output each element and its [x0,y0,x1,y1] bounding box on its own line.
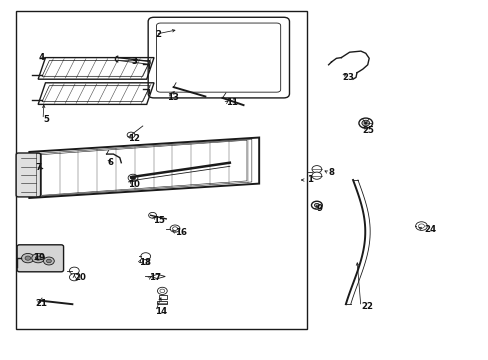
Circle shape [35,256,41,260]
Ellipse shape [311,201,322,209]
Ellipse shape [361,120,369,126]
Text: 17: 17 [149,274,161,282]
Bar [16,11,306,329]
Circle shape [43,257,54,265]
Circle shape [141,253,150,260]
FancyBboxPatch shape [16,153,41,197]
Circle shape [142,260,149,265]
Circle shape [69,267,79,274]
Circle shape [128,174,138,181]
Text: 24: 24 [424,225,436,234]
Text: 2: 2 [155,30,161,39]
Circle shape [170,225,180,232]
Ellipse shape [314,203,319,207]
Circle shape [311,172,321,179]
Text: 16: 16 [175,228,187,237]
Text: 8: 8 [328,168,334,177]
Text: 14: 14 [155,307,167,316]
Text: 15: 15 [152,216,164,225]
Text: 9: 9 [316,204,322,213]
Ellipse shape [364,122,366,124]
Circle shape [46,259,51,263]
Text: 20: 20 [74,273,86,282]
Text: 12: 12 [128,134,140,143]
Text: 21: 21 [35,299,47,307]
Text: 22: 22 [360,302,372,311]
Text: 7: 7 [35,163,41,172]
Text: 25: 25 [362,126,374,135]
Bar [159,295,166,299]
FancyBboxPatch shape [17,245,63,272]
Circle shape [69,274,79,281]
Text: 5: 5 [43,115,49,124]
FancyBboxPatch shape [148,17,289,98]
Circle shape [415,222,427,230]
Text: 4: 4 [38,53,44,62]
Circle shape [21,253,34,263]
Bar [157,301,167,304]
Text: 23: 23 [342,73,354,82]
Circle shape [148,212,156,218]
Text: 11: 11 [225,98,238,107]
Circle shape [32,253,44,263]
Circle shape [25,256,31,260]
Circle shape [311,166,321,173]
Text: 18: 18 [139,258,151,267]
Circle shape [127,132,135,138]
Text: 1: 1 [306,175,312,184]
Text: 3: 3 [131,57,137,66]
Text: 19: 19 [33,253,45,262]
Text: 13: 13 [167,94,179,102]
Circle shape [130,176,135,180]
Ellipse shape [358,118,372,128]
Circle shape [157,287,167,294]
Text: 10: 10 [128,180,140,189]
Text: 6: 6 [107,158,113,167]
